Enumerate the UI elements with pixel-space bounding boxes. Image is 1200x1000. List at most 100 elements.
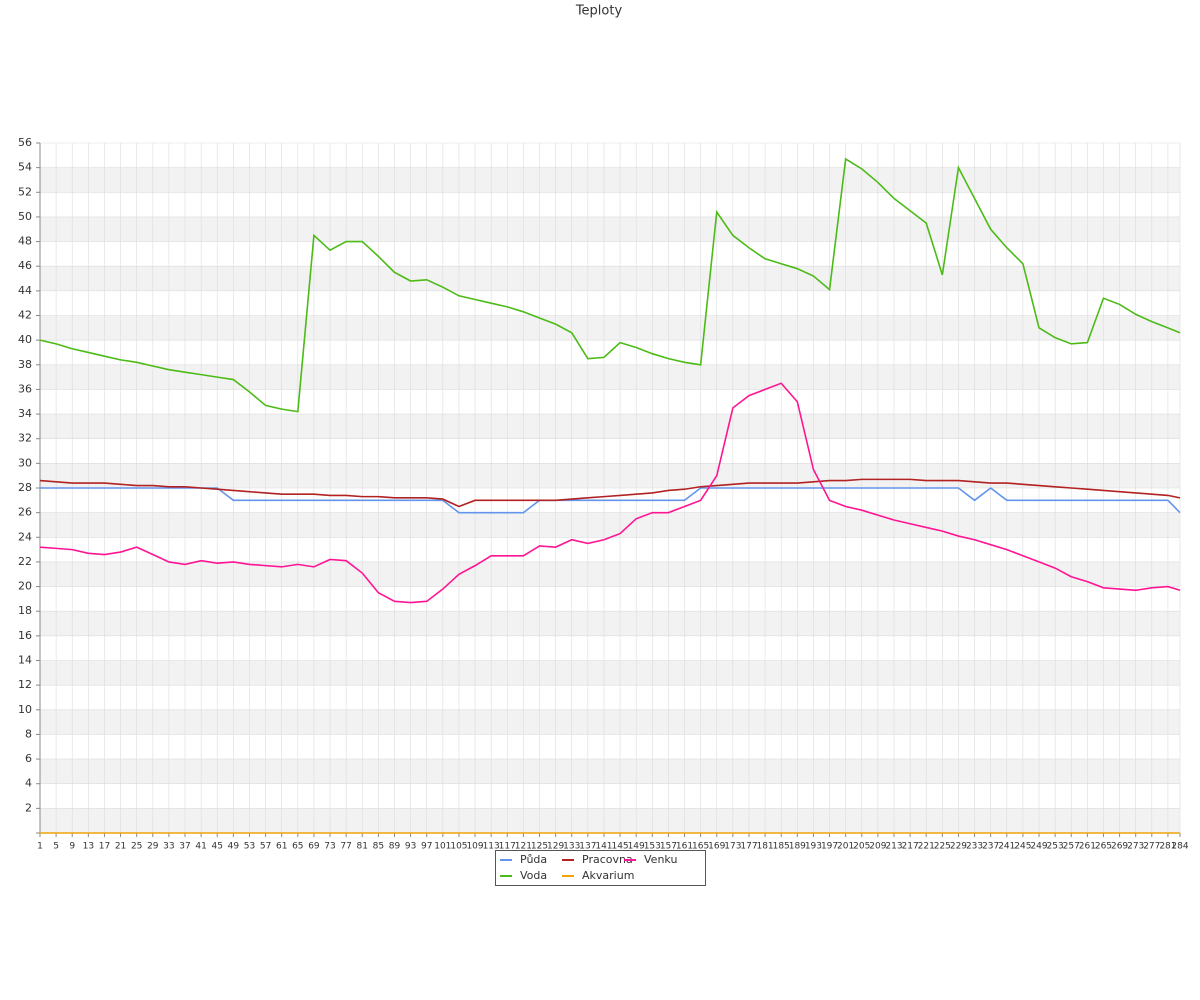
y-tick-label: 54: [18, 161, 32, 174]
x-tick-label: 185: [773, 842, 790, 852]
x-tick-label: 73: [324, 842, 335, 852]
x-tick-label: 141: [595, 842, 612, 852]
x-tick-label: 197: [821, 842, 838, 852]
x-tick-label: 69: [308, 842, 320, 852]
x-tick-label: 149: [628, 842, 645, 852]
x-tick-label: 221: [918, 842, 935, 852]
x-tick-label: 217: [902, 842, 919, 852]
x-tick-label: 165: [692, 842, 709, 852]
x-tick-label: 273: [1127, 842, 1144, 852]
x-tick-label: 33: [163, 842, 174, 852]
x-tick-label: 1: [37, 842, 43, 852]
x-tick-label: 85: [373, 842, 384, 852]
x-tick-label: 245: [1014, 842, 1031, 852]
y-tick-label: 42: [18, 309, 32, 322]
x-tick-label: 201: [837, 842, 854, 852]
y-tick-label: 56: [18, 136, 32, 149]
x-tick-label: 284: [1171, 842, 1188, 852]
y-tick-label: 12: [18, 678, 32, 691]
x-tick-label: 281: [1159, 842, 1176, 852]
plot-band: [40, 808, 1180, 833]
legend: [495, 850, 706, 886]
x-tick-label: 113: [483, 842, 500, 852]
x-tick-label: 205: [853, 842, 870, 852]
series-line: [39, 478, 1181, 508]
x-tick-label: 93: [405, 842, 416, 852]
x-tick-label: 5: [53, 842, 59, 852]
x-tick-label: 9: [69, 842, 75, 852]
plot-band: [40, 463, 1180, 488]
x-tick-label: 29: [147, 842, 159, 852]
x-tick-label: 41: [195, 842, 206, 852]
plot-band: [40, 561, 1180, 587]
x-tick-label: 121: [515, 842, 532, 852]
x-tick-label: 269: [1111, 842, 1128, 852]
y-tick-label: 20: [18, 580, 32, 593]
legend-label: Voda: [520, 869, 547, 882]
y-tick-label: 10: [18, 703, 32, 716]
y-tick-label: 26: [18, 506, 32, 519]
x-tick-label: 77: [340, 842, 351, 852]
plot-band: [40, 167, 1180, 193]
x-tick-label: 53: [244, 842, 255, 852]
x-tick-label: 229: [950, 842, 967, 852]
y-tick-label: 16: [18, 629, 32, 642]
x-tick-label: 37: [179, 842, 190, 852]
x-tick-label: 181: [756, 842, 773, 852]
x-tick-label: 153: [644, 842, 661, 852]
series-line: [39, 157, 1181, 413]
x-tick-label: 241: [998, 842, 1015, 852]
plot-band: [40, 414, 1180, 439]
y-tick-label: 2: [25, 801, 32, 814]
x-tick-label: 249: [1030, 842, 1047, 852]
plot-band: [40, 660, 1180, 686]
x-tick-label: 129: [547, 842, 564, 852]
plot-band: [40, 364, 1180, 390]
y-tick-label: 28: [18, 481, 32, 494]
y-tick-label: 8: [25, 727, 32, 740]
plot-band: [40, 315, 1180, 341]
plot-band: [40, 266, 1180, 291]
plot-background: [40, 167, 1180, 833]
x-tick-label: 189: [789, 842, 806, 852]
y-tick-label: 30: [18, 456, 32, 469]
y-tick-label: 34: [18, 407, 32, 420]
plot-band: [40, 709, 1180, 735]
x-tick-label: 61: [276, 842, 287, 852]
x-tick-label: 173: [724, 842, 741, 852]
x-tick-label: 277: [1143, 842, 1160, 852]
x-tick-label: 233: [966, 842, 983, 852]
x-tick-label: 109: [466, 842, 483, 852]
legend-label: Půda: [520, 853, 547, 866]
x-tick-label: 49: [228, 842, 240, 852]
x-tick-label: 101: [434, 842, 451, 852]
x-tick-label: 145: [611, 842, 628, 852]
x-tick-label: 177: [740, 842, 757, 852]
y-tick-label: 18: [18, 604, 32, 617]
x-tick-label: 193: [805, 842, 822, 852]
x-tick-label: 105: [450, 842, 467, 852]
x-tick-label: 97: [421, 842, 432, 852]
y-tick-label: 36: [18, 382, 32, 395]
plot-band: [40, 512, 1180, 538]
legend-label: Pracovna: [582, 853, 633, 866]
x-tick-label: 225: [934, 842, 951, 852]
x-tick-label: 117: [499, 842, 516, 852]
x-tick-label: 137: [579, 842, 596, 852]
x-tick-label: 157: [660, 842, 677, 852]
y-tick-label: 44: [18, 284, 32, 297]
y-tick-label: 48: [18, 235, 32, 248]
x-tick-label: 89: [389, 842, 401, 852]
x-tick-label: 161: [676, 842, 693, 852]
y-tick-label: 14: [18, 654, 32, 667]
x-tick-label: 133: [563, 842, 580, 852]
legend-label: Venku: [644, 853, 677, 866]
x-tick-label: 261: [1079, 842, 1096, 852]
x-tick-label: 81: [357, 842, 368, 852]
chart-title: Teploty: [575, 4, 623, 19]
x-tick-label: 65: [292, 842, 303, 852]
x-tick-label: 13: [83, 842, 94, 852]
series-line: [39, 382, 1181, 604]
x-tick-label: 237: [982, 842, 999, 852]
